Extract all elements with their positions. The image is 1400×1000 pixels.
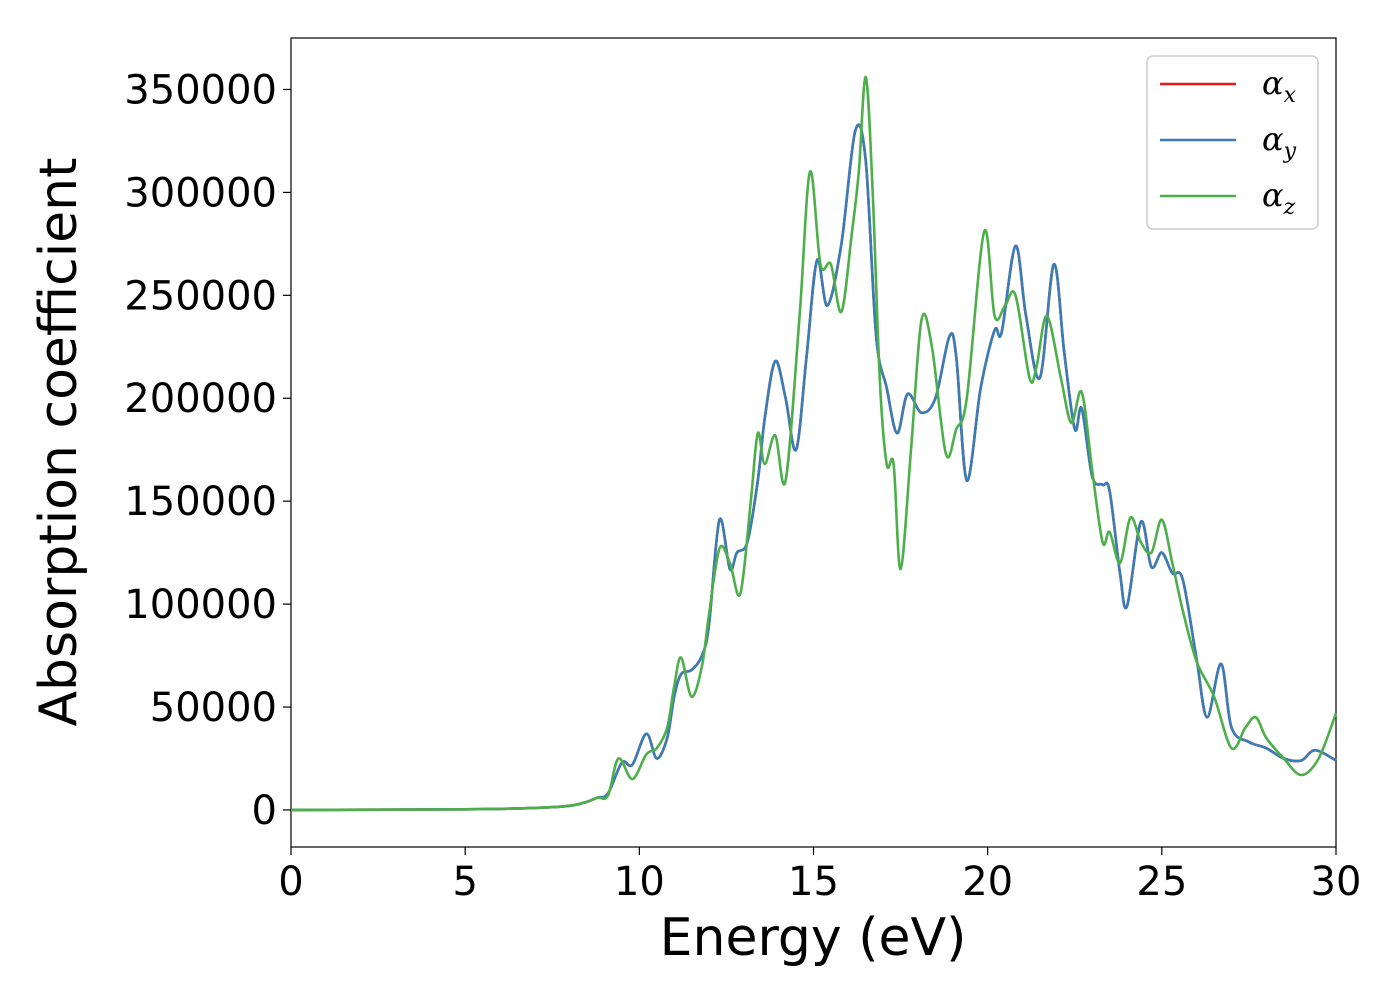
y-tick-label: 250000 (124, 273, 277, 319)
y-axis-ticks: 0 50000 100000 150000 200000 250000 300000 3500… (124, 67, 291, 834)
y-tick-label: 350000 (124, 67, 277, 113)
y-tick-label: 200000 (124, 376, 277, 422)
x-tick-label: 20 (962, 859, 1013, 905)
x-axis-title: Energy (eV) (660, 908, 967, 968)
y-tick-label: 100000 (124, 582, 277, 628)
x-tick-label: 15 (788, 859, 839, 905)
x-tick-label: 5 (452, 859, 477, 905)
x-tick-label: 30 (1311, 859, 1362, 905)
legend-frame (1146, 55, 1319, 230)
y-tick-label: 150000 (124, 479, 277, 525)
series-layer (290, 75, 1338, 812)
y-tick-label: 0 (252, 788, 277, 834)
y-tick-label: 50000 (150, 685, 277, 731)
series-line-z (290, 75, 1338, 812)
x-tick-label: 10 (614, 859, 665, 905)
x-axis-ticks: 0 5 10 15 20 25 30 (278, 847, 1361, 905)
x-tick-label: 25 (1136, 859, 1187, 905)
y-axis-title: Absorption coefficient (29, 157, 89, 726)
series-line-y (290, 123, 1337, 812)
x-tick-label: 0 (278, 859, 303, 905)
y-tick-label: 300000 (124, 170, 277, 216)
